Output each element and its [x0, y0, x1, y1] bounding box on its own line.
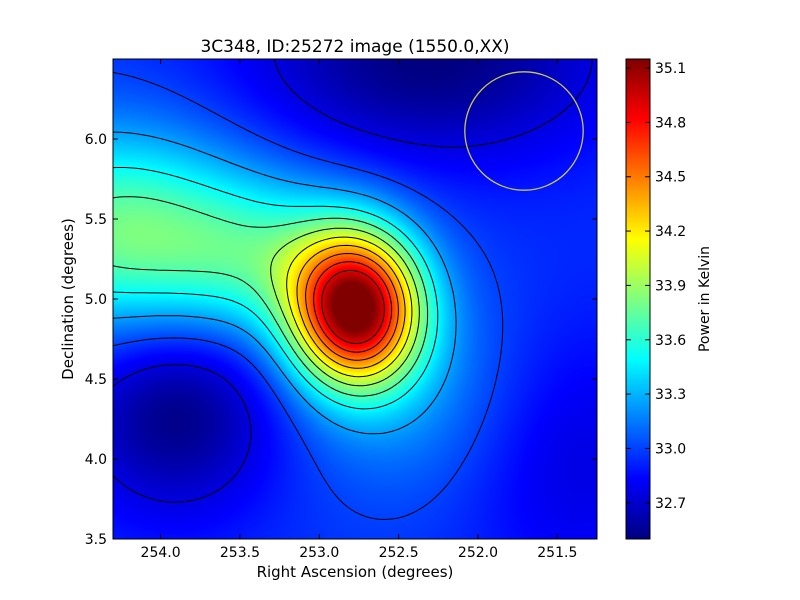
x-tick-label: 253.0: [299, 545, 339, 561]
colorbar-tick-label: 33.9: [655, 278, 686, 294]
colorbar-tick-label: 34.8: [655, 115, 686, 131]
y-tick-label: 6.0: [85, 132, 107, 148]
colorbar-tick-label: 32.7: [655, 496, 686, 512]
contour-line-6: [286, 236, 413, 378]
chart-title: 3C348, ID:25272 image (1550.0,XX): [200, 37, 509, 57]
heatmap-container: [113, 59, 597, 539]
x-tick-label: 252.0: [458, 545, 498, 561]
heatmap: [113, 59, 597, 539]
contour-line-5: [270, 227, 420, 387]
contour-line-10: [321, 269, 385, 344]
y-tick-label: 5.5: [85, 212, 107, 228]
contour-line-4: [112, 196, 429, 397]
colorbar-tick-label: 33.6: [655, 333, 686, 349]
contour-line-8: [305, 253, 399, 361]
colorbar-tick-label: 33.0: [655, 441, 686, 457]
y-axis-ticks: 3.5 4.0 4.5 5.0 5.5 6.0: [85, 132, 597, 548]
x-axis-ticks: 254.0 253.5 253.0 252.5 252.0 251.5: [141, 59, 577, 561]
colorbar-tick-label: 34.5: [655, 170, 686, 186]
y-tick-label: 4.5: [85, 372, 107, 388]
contour-line-0: [112, 58, 593, 503]
x-tick-label: 251.5: [537, 545, 577, 561]
contour-line-7: [296, 244, 406, 369]
contour-line-9: [313, 261, 393, 353]
y-tick-label: 5.0: [85, 292, 107, 308]
x-tick-label: 253.5: [220, 545, 260, 561]
colorbar-container: [626, 59, 650, 539]
contour-line-3: [112, 167, 439, 410]
y-tick-label: 3.5: [85, 532, 107, 548]
colorbar-tick-label: 35.1: [655, 61, 686, 77]
x-axis-label: Right Ascension (degrees): [257, 563, 454, 581]
contour-line-2: [112, 131, 457, 435]
colorbar-frame: [625, 58, 651, 540]
colorbar: [626, 59, 650, 539]
x-tick-label: 254.0: [141, 545, 181, 561]
colorbar-ticks: 32.7 33.0 33.3 33.6 33.9 34.2 34.5 34.8 35.1: [626, 61, 686, 512]
colorbar-label: Power in Kelvin: [697, 246, 713, 352]
x-tick-label: 252.5: [379, 545, 419, 561]
contour-lines: [112, 58, 593, 520]
y-axis-label: Declination (degrees): [59, 218, 77, 380]
y-tick-label: 4.0: [85, 452, 107, 468]
colorbar-tick-label: 33.3: [655, 387, 686, 403]
beam-circle: [464, 71, 584, 191]
colorbar-tick-label: 34.2: [655, 224, 686, 240]
contour-line-1: [112, 71, 504, 520]
